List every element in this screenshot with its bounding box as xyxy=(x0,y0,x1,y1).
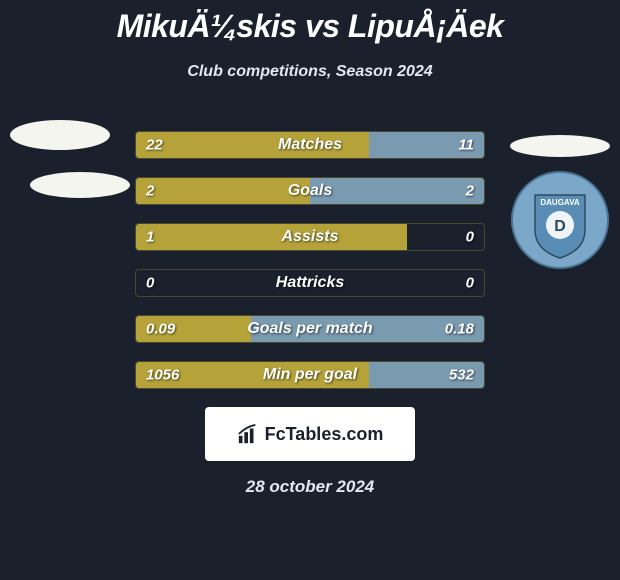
branding-text: FcTables.com xyxy=(265,424,384,445)
stat-row: 1 Assists 0 xyxy=(135,223,485,251)
page-title: MikuÄ¼skis vs LipuÅ¡Äek xyxy=(0,0,620,45)
club-badge-icon: DAUGAVA D xyxy=(510,170,610,270)
stats-container: 22 Matches 11 2 Goals 2 1 Assists 0 0 Hattricks 0 0.… xyxy=(135,131,485,389)
stat-bar-left xyxy=(136,224,407,250)
stat-label: Assists xyxy=(282,228,339,246)
stat-value-right: 0 xyxy=(466,275,474,292)
stat-label: Goals per match xyxy=(247,320,372,338)
stat-label: Hattricks xyxy=(276,274,344,292)
stat-value-right: 0.18 xyxy=(445,321,474,338)
stat-row: 1056 Min per goal 532 xyxy=(135,361,485,389)
stat-label: Goals xyxy=(288,182,332,200)
branding-badge: FcTables.com xyxy=(205,407,415,461)
stat-row: 0.09 Goals per match 0.18 xyxy=(135,315,485,343)
stat-label: Min per goal xyxy=(263,366,357,384)
chart-icon xyxy=(237,423,259,445)
stat-label: Matches xyxy=(278,136,342,154)
stat-value-left: 0 xyxy=(146,275,154,292)
svg-text:D: D xyxy=(554,218,566,235)
stat-row: 0 Hattricks 0 xyxy=(135,269,485,297)
stat-value-right: 2 xyxy=(466,183,474,200)
player-left-logo xyxy=(10,120,110,220)
date-label: 28 october 2024 xyxy=(0,477,620,497)
stat-value-right: 0 xyxy=(466,229,474,246)
stat-value-right: 532 xyxy=(449,367,474,384)
stat-value-right: 11 xyxy=(458,137,474,154)
stat-bar-right xyxy=(310,178,484,204)
subtitle: Club competitions, Season 2024 xyxy=(0,63,620,81)
svg-text:DAUGAVA: DAUGAVA xyxy=(540,198,579,207)
stat-value-left: 2 xyxy=(146,183,154,200)
stat-row: 2 Goals 2 xyxy=(135,177,485,205)
stat-value-left: 22 xyxy=(146,137,163,154)
stat-value-left: 0.09 xyxy=(146,321,175,338)
stat-value-left: 1056 xyxy=(146,367,179,384)
stat-bar-left xyxy=(136,178,310,204)
stat-row: 22 Matches 11 xyxy=(135,131,485,159)
stat-value-left: 1 xyxy=(146,229,154,246)
